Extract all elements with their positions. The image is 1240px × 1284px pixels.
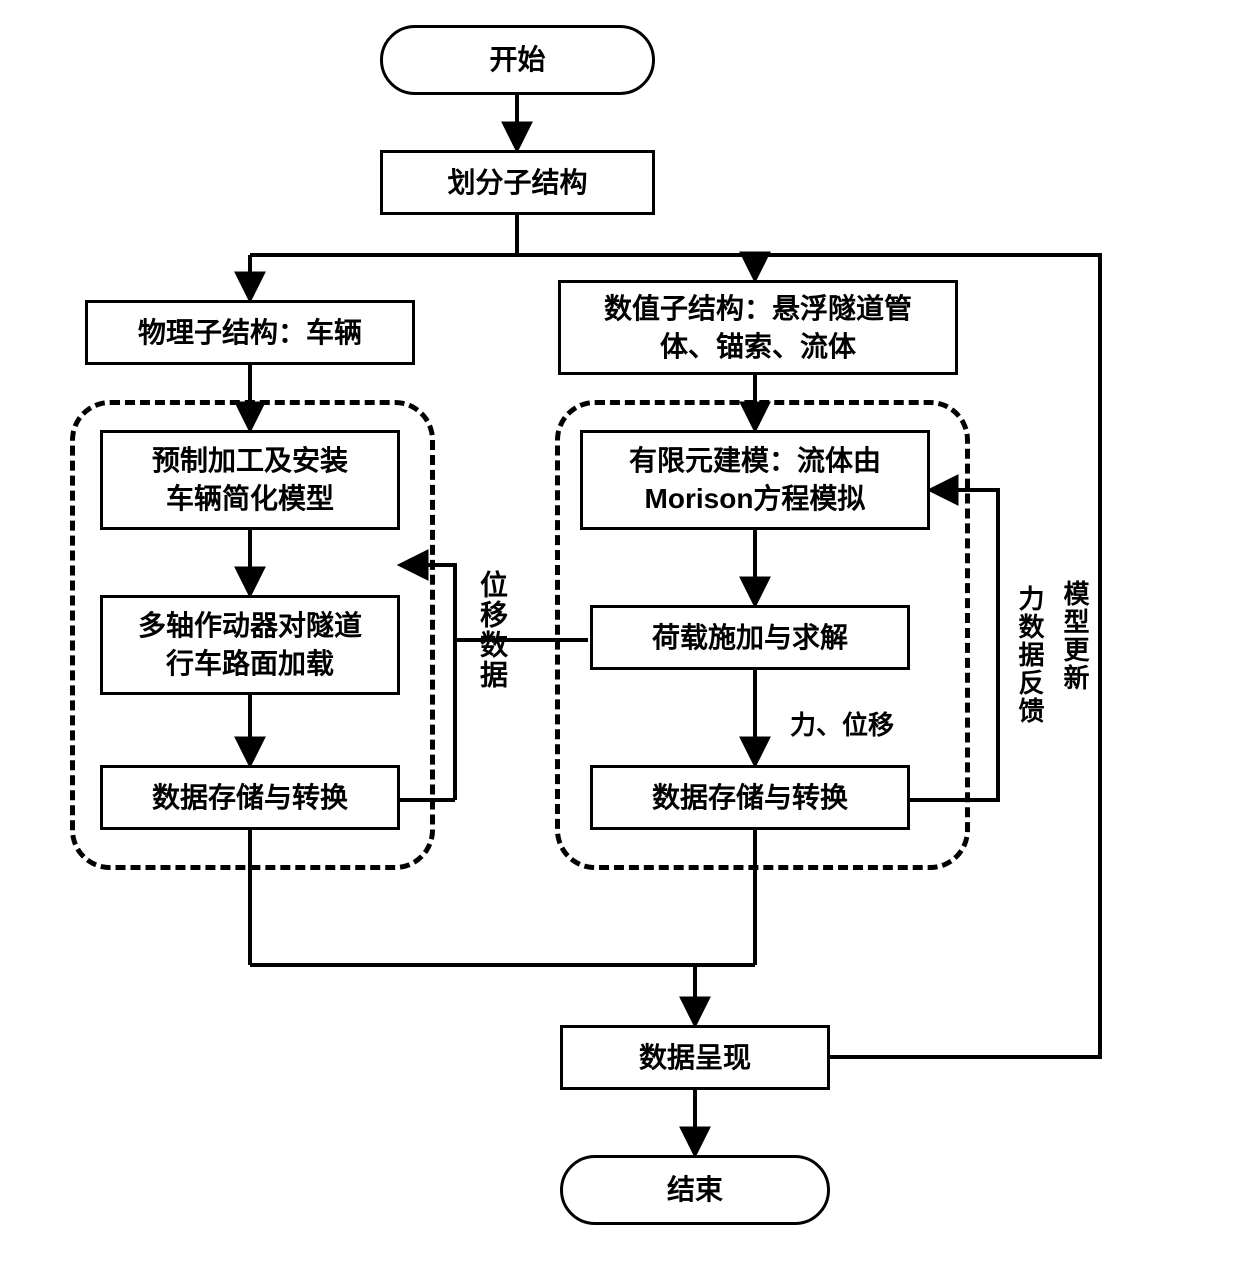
num2-label: 荷载施加与求解: [652, 619, 848, 657]
present-label: 数据呈现: [639, 1039, 751, 1077]
end-label: 结束: [667, 1171, 723, 1209]
model-update-label: 模型更新: [1057, 580, 1094, 692]
phys3-label: 数据存储与转换: [152, 779, 348, 817]
num3-label: 数据存储与转换: [652, 779, 848, 817]
num-head-node: 数值子结构：悬浮隧道管 体、锚索、流体: [558, 280, 958, 375]
end-node: 结束: [560, 1155, 830, 1225]
present-node: 数据呈现: [560, 1025, 830, 1090]
phys3-node: 数据存储与转换: [100, 765, 400, 830]
split-label: 划分子结构: [447, 164, 587, 202]
start-label: 开始: [489, 41, 545, 79]
num3-node: 数据存储与转换: [590, 765, 910, 830]
force-feedback-label: 力数据反馈: [1012, 585, 1049, 725]
phys2-label: 多轴作动器对隧道 行车路面加载: [138, 607, 362, 683]
phys2-node: 多轴作动器对隧道 行车路面加载: [100, 595, 400, 695]
num-head-label: 数值子结构：悬浮隧道管 体、锚索、流体: [604, 290, 912, 366]
disp-data-label: 位移数据: [472, 570, 512, 690]
num2-node: 荷载施加与求解: [590, 605, 910, 670]
num1-label: 有限元建模：流体由 Morison方程模拟: [629, 442, 881, 518]
start-node: 开始: [380, 25, 655, 95]
phys1-label: 预制加工及安装 车辆简化模型: [152, 442, 348, 518]
num1-node: 有限元建模：流体由 Morison方程模拟: [580, 430, 930, 530]
split-node: 划分子结构: [380, 150, 655, 215]
phys1-node: 预制加工及安装 车辆简化模型: [100, 430, 400, 530]
phys-head-node: 物理子结构：车辆: [85, 300, 415, 365]
force-disp-label: 力、位移: [790, 705, 894, 742]
phys-head-label: 物理子结构：车辆: [138, 314, 362, 352]
